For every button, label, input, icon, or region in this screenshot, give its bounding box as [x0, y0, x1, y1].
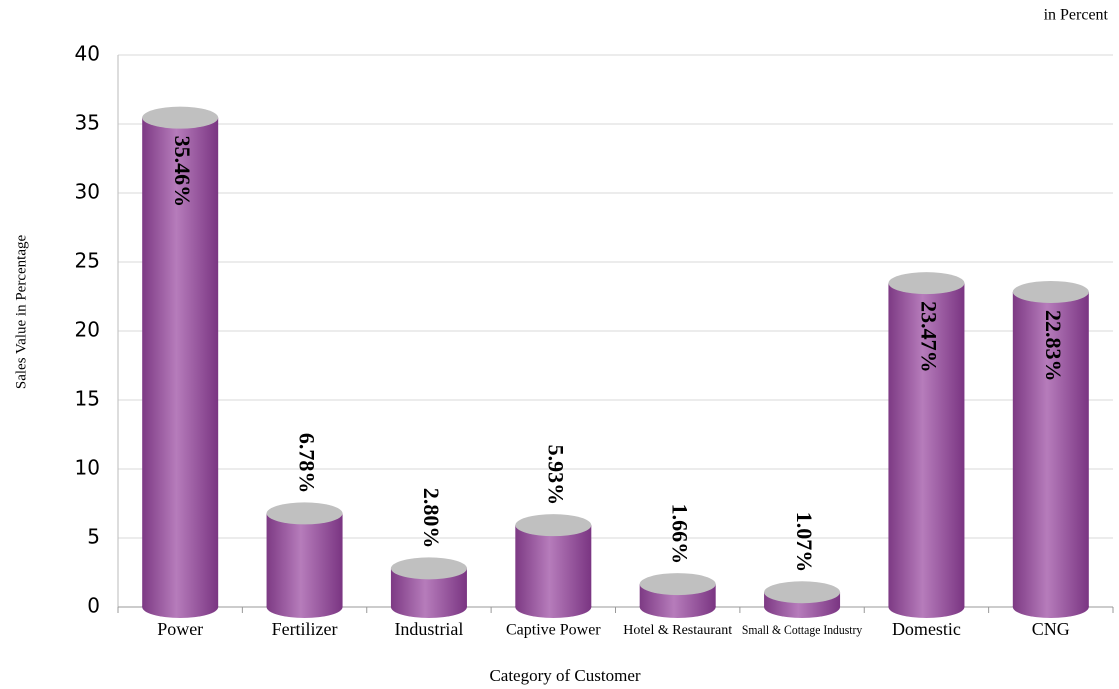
bar [390, 557, 467, 618]
bar-top [390, 557, 467, 580]
chart-title: in Percent [1044, 7, 1109, 24]
data-label: 5.93% [543, 445, 568, 506]
x-axis-label: Category of Customer [489, 666, 640, 685]
bar-base [390, 596, 467, 618]
bar-body [1012, 291, 1089, 607]
x-tick-label: CNG [1032, 619, 1070, 639]
y-tick-label: 15 [75, 387, 100, 411]
bar-top [888, 272, 965, 295]
data-label: 2.80% [419, 488, 444, 549]
data-label: 23.47% [916, 301, 941, 373]
bar-top [142, 106, 219, 129]
bar-base [1012, 596, 1089, 618]
bar-base [639, 596, 716, 618]
bar-base [142, 596, 219, 618]
bar-top [764, 581, 841, 604]
x-tick-label: Power [157, 619, 203, 639]
data-label: 35.46% [170, 136, 195, 208]
bar [1012, 280, 1089, 618]
bar-body [142, 117, 219, 607]
y-tick-label: 25 [75, 249, 100, 273]
y-axis-label: Sales Value in Percentage [13, 235, 29, 390]
bar [515, 514, 592, 618]
y-tick-label: 30 [75, 180, 100, 204]
data-label: 6.78% [295, 433, 320, 494]
y-tick-label: 40 [75, 42, 100, 66]
x-tick-label: Hotel & Restaurant [623, 623, 732, 638]
bar-top [639, 573, 716, 596]
bar [888, 272, 965, 618]
data-label: 1.66% [668, 504, 693, 565]
y-tick-label: 35 [75, 111, 100, 135]
x-tick-label: Domestic [892, 619, 961, 639]
x-tick-label: Fertilizer [272, 619, 338, 639]
bar-base [888, 596, 965, 618]
y-tick-label: 0 [87, 594, 100, 618]
bar [639, 573, 716, 618]
y-tick-label: 10 [75, 456, 100, 480]
y-tick-label: 5 [87, 525, 100, 549]
data-label: 22.83% [1041, 310, 1066, 382]
bar [266, 502, 343, 618]
bar-base [515, 596, 592, 618]
y-tick-label: 20 [75, 318, 100, 342]
bar-body [515, 525, 592, 607]
data-label: 1.07% [792, 512, 817, 573]
bar [764, 581, 841, 618]
x-tick-label: Industrial [394, 619, 463, 639]
bar [142, 106, 219, 618]
x-tick-label: Small & Cottage Industry [742, 623, 863, 637]
x-tick-label: Captive Power [506, 622, 601, 639]
bar-body [888, 283, 965, 607]
bar-body [266, 513, 343, 607]
bar-top [515, 514, 592, 537]
bar-top [1012, 280, 1089, 303]
bar-top [266, 502, 343, 525]
bar-base [266, 596, 343, 618]
